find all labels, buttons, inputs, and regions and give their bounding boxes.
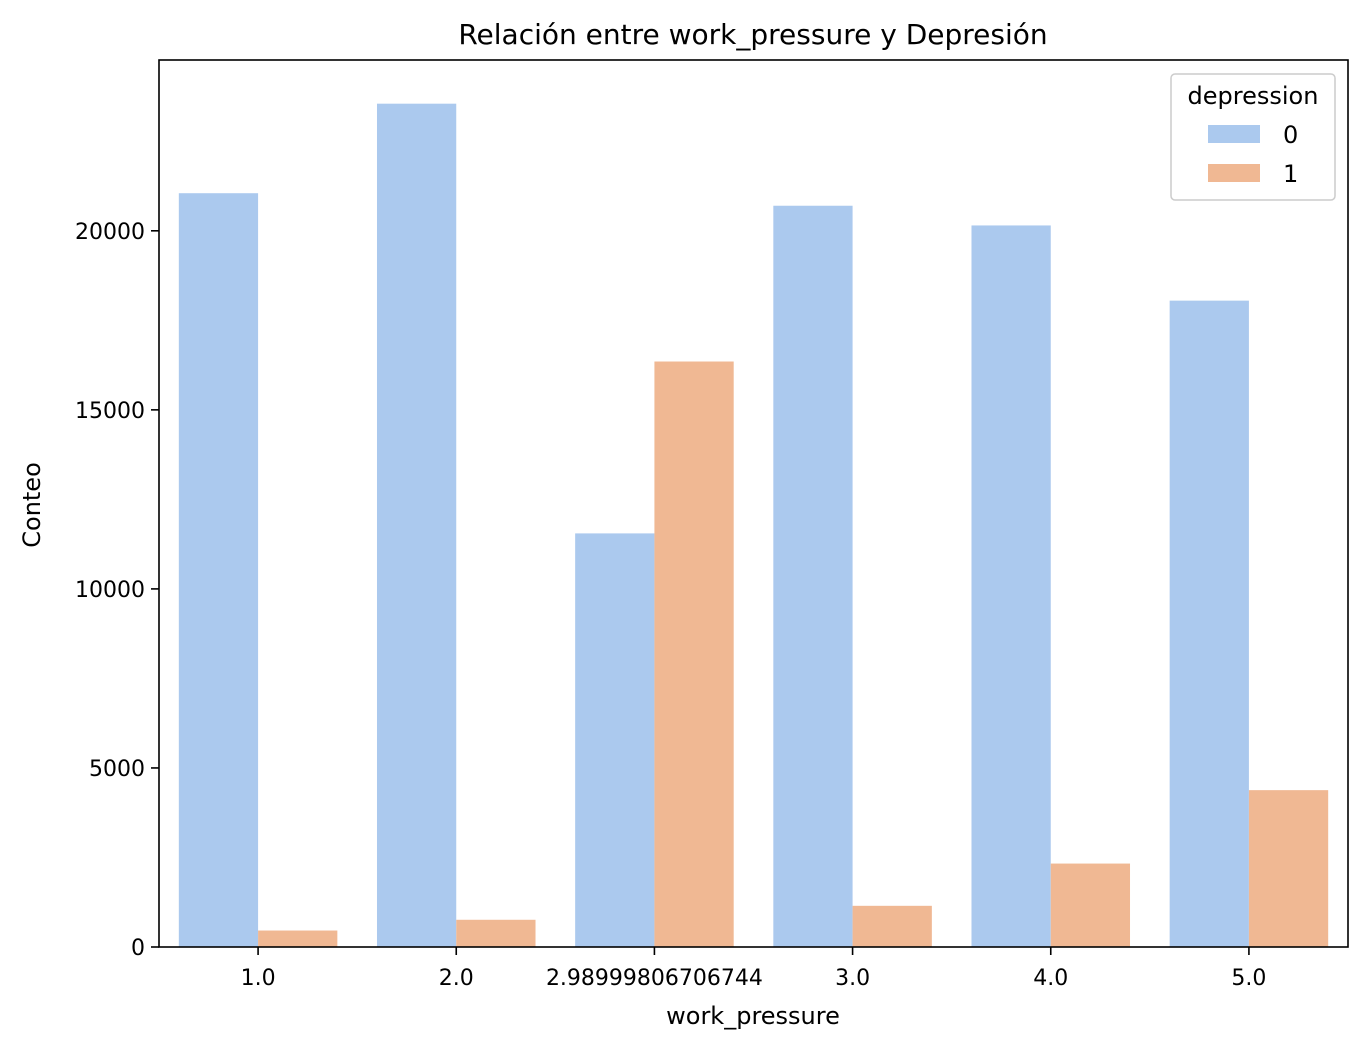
legend-swatch-0: [1208, 125, 1260, 143]
x-tick-label-4: 4.0: [1033, 966, 1068, 991]
y-ticks-group: 0 5000 10000 15000 20000: [75, 220, 159, 961]
legend-label-1: 1: [1283, 160, 1298, 188]
y-tick-label-0: 0: [131, 936, 145, 961]
bar-0-1: [376, 103, 457, 947]
bar-1-2: [654, 361, 734, 947]
bar-1-3: [852, 905, 932, 947]
y-tick-label-1: 5000: [89, 757, 145, 782]
legend: depression 0 1: [1170, 73, 1336, 201]
bar-1-1: [456, 919, 536, 947]
chart-title: Relación entre work_pressure y Depresión: [458, 18, 1047, 51]
x-tick-label-0: 1.0: [241, 966, 276, 991]
x-ticks-group: 1.0 2.0 2.98999806706744 3.0 4.0 5.0: [241, 947, 1266, 991]
plot-frame: [158, 59, 1349, 948]
x-tick-label-1: 2.0: [439, 966, 474, 991]
legend-title: depression: [1188, 82, 1319, 110]
bar-0-4: [971, 225, 1051, 947]
x-tick-label-5: 5.0: [1231, 966, 1266, 991]
y-tick-label-4: 20000: [75, 220, 145, 245]
bar-1-4: [1050, 863, 1131, 947]
bar-0-2: [575, 533, 655, 947]
bar-0-0: [178, 193, 259, 947]
bar-0-5: [1169, 300, 1249, 947]
x-tick-label-2: 2.98999806706744: [546, 966, 763, 991]
x-axis-label: work_pressure: [666, 1002, 840, 1030]
legend-label-0: 0: [1283, 121, 1298, 149]
x-tick-label-3: 3.0: [835, 966, 870, 991]
bar-0-3: [773, 205, 853, 948]
bars-group: [178, 103, 1329, 948]
bar-1-0: [258, 930, 338, 947]
y-axis-label: Conteo: [18, 462, 46, 548]
y-tick-label-3: 15000: [75, 399, 145, 424]
bar-1-5: [1248, 790, 1329, 947]
y-tick-label-2: 10000: [75, 578, 145, 603]
legend-swatch-1: [1208, 164, 1260, 182]
